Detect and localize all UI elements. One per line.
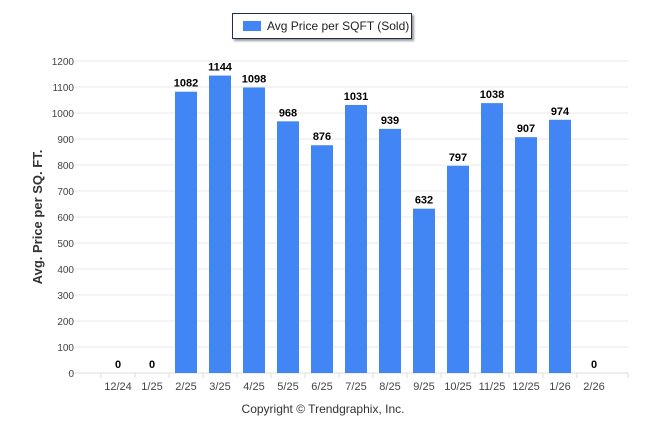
y-tick-label: 200: [57, 317, 74, 328]
x-tick-label: 5/25: [277, 381, 298, 393]
x-tick-label: 2/25: [175, 381, 196, 393]
bar: [345, 104, 367, 373]
data-label: 0: [591, 359, 597, 371]
data-label: 1031: [344, 91, 368, 103]
x-tick-label: 7/25: [345, 381, 366, 393]
y-tick-label: 300: [57, 291, 74, 302]
copyright: Copyright © Trendgraphix, Inc.: [241, 402, 405, 416]
data-label: 974: [551, 106, 570, 118]
data-label: 0: [115, 359, 121, 371]
bar: [175, 91, 197, 374]
y-tick-label: 900: [57, 135, 74, 146]
legend-label: Avg Price per SQFT (Sold): [267, 19, 410, 33]
x-tick-label: 6/25: [311, 381, 332, 393]
bar: [277, 121, 299, 373]
data-label: 907: [517, 123, 535, 135]
x-tick-label: 10/25: [444, 381, 472, 393]
bar: [311, 145, 333, 373]
y-axis-label: Avg. Price per SQ. FT.: [30, 150, 45, 285]
data-label: 939: [381, 115, 399, 127]
bar: [379, 128, 401, 373]
y-tick-label: 800: [57, 161, 74, 172]
x-tick-label: 12/24: [104, 381, 132, 393]
x-tick-label: 12/25: [512, 381, 540, 393]
data-label: 0: [149, 359, 155, 371]
x-tick-label: 11/25: [479, 381, 506, 393]
y-tick-label: 1000: [52, 109, 75, 120]
x-tick-label: 4/25: [243, 381, 264, 393]
y-tick-label: 600: [57, 213, 74, 224]
x-tick-label: 3/25: [209, 381, 230, 393]
data-label: 876: [313, 131, 331, 143]
y-tick-label: 1100: [52, 83, 74, 94]
legend[interactable]: Avg Price per SQFT (Sold): [232, 13, 412, 39]
bar: [447, 165, 469, 373]
data-label: 1098: [242, 74, 266, 86]
legend-swatch: [243, 21, 261, 31]
bar: [243, 87, 265, 374]
data-label: 968: [279, 107, 297, 119]
y-tick-label: 700: [57, 187, 74, 198]
data-label: 1082: [174, 78, 198, 90]
bar: [209, 75, 231, 373]
x-tick-label: 1/25: [141, 381, 162, 393]
y-tick-label: 500: [57, 239, 74, 250]
y-tick-label: 100: [57, 343, 74, 354]
bar: [481, 103, 503, 374]
y-tick-label: 0: [68, 369, 74, 380]
y-tick-label: 1200: [52, 57, 75, 68]
x-tick-label: 9/25: [413, 381, 434, 393]
bar: [413, 208, 435, 373]
data-label: 632: [415, 195, 433, 207]
data-label: 797: [449, 152, 467, 164]
data-label: 1144: [208, 62, 233, 74]
x-tick-label: 8/25: [379, 381, 400, 393]
bar: [515, 137, 537, 373]
x-tick-label: 1/26: [549, 381, 570, 393]
x-tick-label: 2/26: [583, 381, 604, 393]
y-tick-label: 400: [57, 265, 74, 276]
bar: [549, 119, 571, 373]
data-label: 1038: [480, 89, 504, 101]
